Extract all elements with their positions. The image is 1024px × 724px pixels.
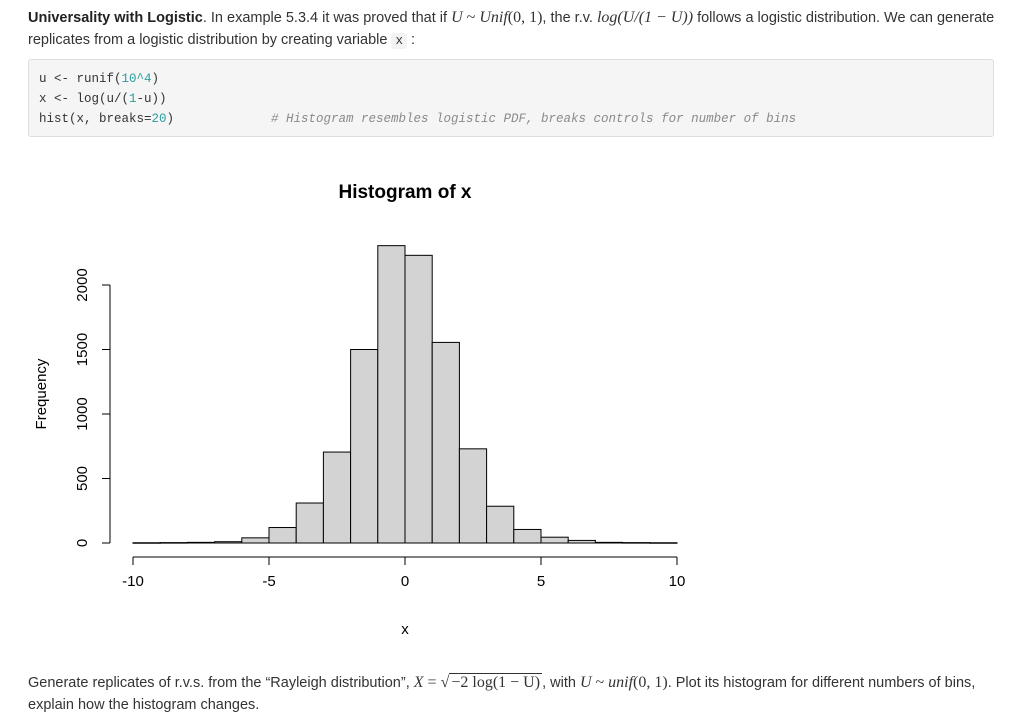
histogram-bar — [350, 349, 379, 544]
math-u: U — [579, 674, 592, 691]
histogram-bar — [622, 542, 651, 544]
sqrt-symbol: √ — [440, 674, 450, 691]
y-tick-label: 500 — [74, 466, 91, 491]
outro-paragraph: Generate replicates of r.v.s. from the “… — [28, 672, 1003, 716]
histogram-bar — [214, 541, 243, 544]
intro-text-4: : — [407, 32, 416, 48]
code-text: u <- runif( — [39, 72, 122, 86]
outro-text-1: Generate replicates of r.v.s. from the “… — [28, 675, 414, 691]
code-text: x <- log(u/( — [39, 92, 130, 106]
histogram-bar — [486, 505, 515, 544]
histogram-bar — [132, 542, 161, 544]
histogram-bar — [159, 542, 188, 544]
y-axis-label: Frequency — [33, 358, 50, 429]
histogram-bar — [594, 541, 624, 544]
y-tick-label: 1000 — [74, 397, 91, 430]
code-number: 20 — [151, 112, 167, 126]
x-axis: -10 -5 0 5 10 — [122, 556, 686, 590]
outro-text-3: . Plot its histogram for different numbe… — [28, 675, 976, 713]
y-tick-label: 2000 — [74, 268, 91, 301]
y-axis: 0 500 1000 1500 2000 — [74, 268, 111, 547]
code-number: 10^4 — [121, 72, 152, 86]
histogram-bar — [377, 245, 406, 544]
histogram-bars — [132, 245, 678, 544]
code-text: -u)) — [136, 92, 167, 106]
intro-text-2: , the r.v. — [542, 10, 597, 26]
outro-text-2: , with — [542, 675, 580, 691]
y-tick-label: 0 — [74, 539, 91, 547]
math-unif-args: (0, 1) — [633, 674, 668, 691]
code-line-2: x <- log(u/(1-u)) — [39, 92, 167, 106]
math-unif: unif — [608, 674, 634, 691]
intro-text-3: follows a logistic distribution. We can … — [28, 10, 995, 48]
math-equals: = — [423, 674, 441, 691]
x-tick-label: -5 — [262, 573, 275, 590]
math-unif: Unif — [479, 9, 508, 26]
code-text: hist(x, breaks= — [39, 112, 152, 126]
code-block: u <- runif(10^4) x <- log(u/(1-u)) hist(… — [28, 59, 994, 137]
x-tick-label: 10 — [669, 573, 686, 590]
histogram-bar — [649, 542, 678, 544]
math-x: X — [413, 674, 424, 691]
sqrt-content: −2 log(1 − U) — [449, 673, 543, 691]
inline-code-x: x — [391, 33, 407, 49]
code-line-1: u <- runif(10^4) — [39, 72, 159, 86]
code-line-3: hist(x, breaks=20) — [39, 112, 174, 126]
math-tilde: ~ — [462, 9, 480, 26]
histogram-chart: Histogram of x -10 -5 0 5 10 0 500 1000 1500 200… — [33, 182, 686, 638]
intro-text-1: . In example 5.3.4 it was proved that if — [202, 10, 452, 26]
code-number: 1 — [129, 92, 137, 106]
sqrt-expression: √ −2 log(1 − U) — [440, 672, 543, 694]
x-tick-label: 0 — [401, 573, 409, 590]
histogram-bar — [295, 502, 324, 544]
intro-title: Universality with Logistic — [28, 10, 203, 26]
x-tick-label: -10 — [122, 573, 144, 590]
code-text: ) — [151, 72, 160, 86]
intro-paragraph: Universality with Logistic. In example 5… — [28, 7, 1003, 52]
histogram-bar — [322, 451, 352, 544]
x-axis-label: x — [401, 621, 409, 638]
math-log-expression: log(U/(1 − U)) — [596, 9, 694, 26]
histogram-bar — [431, 341, 460, 544]
histogram-bar — [404, 254, 433, 544]
math-tilde: ~ — [591, 674, 609, 691]
histogram-bar — [567, 539, 596, 544]
math-u: U — [451, 9, 463, 26]
histogram-bar — [186, 541, 216, 544]
histogram-bar — [540, 536, 569, 544]
histogram-bar — [268, 527, 297, 544]
code-text: ) — [166, 112, 175, 126]
x-tick-label: 5 — [537, 573, 545, 590]
math-unif-args: (0, 1) — [507, 9, 543, 26]
chart-title: Histogram of x — [338, 182, 471, 203]
y-tick-label: 1500 — [74, 333, 91, 366]
histogram-bar — [241, 537, 270, 544]
code-comment: # Histogram resembles logistic PDF, brea… — [271, 112, 797, 126]
histogram-bar — [458, 448, 488, 544]
histogram-bar — [513, 528, 542, 544]
